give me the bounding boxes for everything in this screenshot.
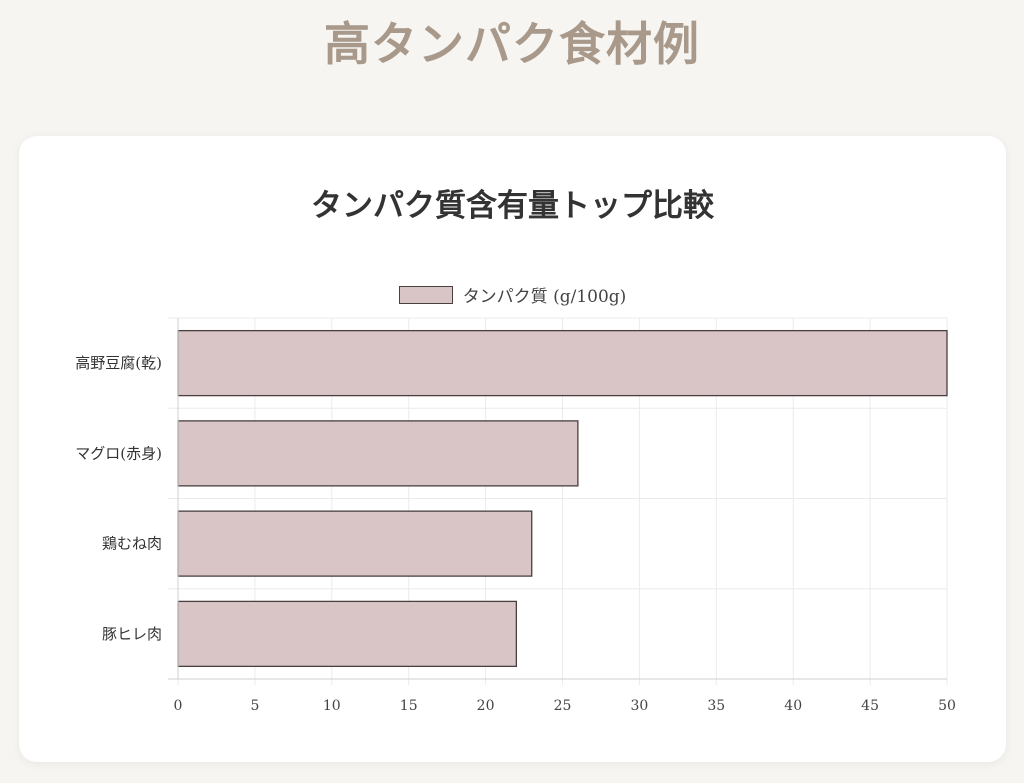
chart-legend[interactable]: タンパク質 (g/100g) <box>19 282 1006 307</box>
chart-title: タンパク質含有量トップ比較 <box>311 188 714 224</box>
x-tick-label: 20 <box>477 698 495 714</box>
bar[interactable] <box>177 510 533 577</box>
axis-layer <box>168 318 947 680</box>
x-tick-label: 35 <box>707 698 725 714</box>
legend-label: タンパク質 (g/100g) <box>462 287 627 307</box>
category-label: マグロ(赤身) <box>75 444 162 462</box>
category-label: 豚ヒレ肉 <box>102 625 162 643</box>
category-label: 高野豆腐(乾) <box>75 354 162 372</box>
x-tick-label: 50 <box>938 698 956 714</box>
bar-chart-plot: 0 5 10 15 20 25 30 35 40 45 50 高野豆腐(乾) マグロ(赤身) 鶏むね肉豚ヒ… <box>75 317 956 714</box>
x-tick-label: 25 <box>554 698 572 714</box>
x-tick-label: 45 <box>861 698 879 714</box>
page-title: 高タンパク食材例 <box>324 17 700 71</box>
x-tick-label: 15 <box>400 698 418 714</box>
bar-layer <box>177 329 948 668</box>
x-tick-label: 10 <box>323 698 341 714</box>
category-label: 鶏むね肉 <box>102 535 162 553</box>
legend-swatch <box>398 285 453 304</box>
x-tick-label: 30 <box>630 698 648 714</box>
x-tick-label: 5 <box>250 698 259 714</box>
bar[interactable] <box>177 600 518 668</box>
chart-card: タンパク質含有量トップ比較 タンパク質 (g/100g) 0 5 10 15 20 25 3… <box>19 136 1006 762</box>
x-tick-label: 40 <box>784 698 802 714</box>
bar[interactable] <box>177 420 579 487</box>
bar[interactable] <box>177 329 948 397</box>
x-tick-label: 0 <box>174 698 183 714</box>
label-layer: 0 5 10 15 20 25 30 35 40 45 50 高野豆腐(乾) マグロ(赤身) 鶏むね肉豚ヒ… <box>75 354 956 714</box>
